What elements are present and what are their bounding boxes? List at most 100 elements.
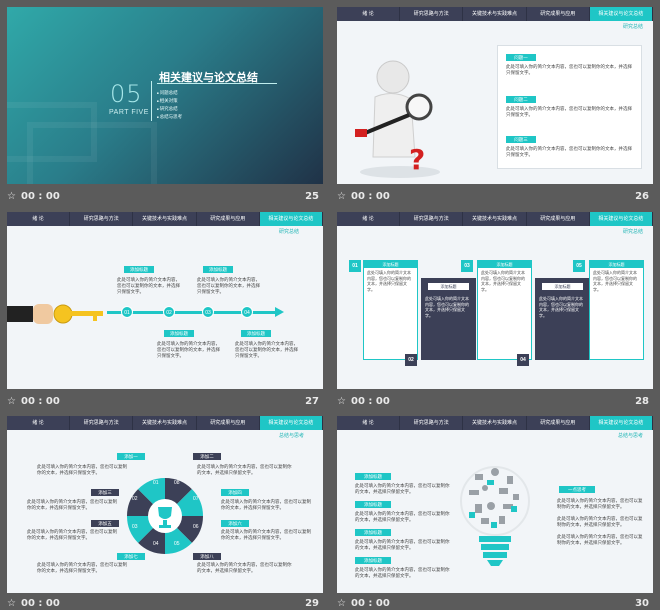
slide-footer-29: ☆ 00 : 00 29 [7, 598, 323, 610]
card-caption: 添加标题 [590, 261, 643, 268]
point-tag: 添加七 [117, 553, 145, 560]
timeline-line [107, 311, 277, 314]
slide-26[interactable]: 绪 论 研究思路与方法 关键技术与实践难点 研究成果与应用 相关建议与论文总结 … [337, 7, 653, 184]
point-text: 此处可填入你的简介文本内容，您也可以复制你的文本，并选择只保留文字。 [197, 464, 292, 475]
slide-footer-30: ☆ 00 : 00 30 [337, 598, 653, 610]
step-dot: 01 [121, 306, 133, 318]
decorative-frame [7, 102, 97, 162]
decorative-frame [27, 122, 157, 184]
star-icon[interactable]: ☆ [337, 191, 346, 202]
point-text: 此处可填入你的简介文本内容，您也可以复制你的文本，并选择只保留文字。 [197, 562, 292, 573]
nav-bar: 绪 论 研究思路与方法 关键技术与实践难点 研究成果与应用 相关建议与论文总结 [7, 416, 323, 430]
slide-28[interactable]: 绪 论 研究思路与方法 关键技术与实践难点 研究成果与应用 相关建议与论文总结 … [337, 212, 653, 389]
card-text: 此处可填入你的简介文本内容，您也可以复制你的文本，并选择只保留文字。 [425, 296, 469, 318]
cover-title: 相关建议与论文总结 [159, 72, 258, 84]
slide-number: 25 [305, 191, 319, 202]
point-text: 此处可填入你的简介文本内容，您也可以复制你的文本，并选择只保留文字。 [221, 529, 311, 540]
idea-tag: 一点思考 [559, 486, 595, 493]
card-text: 此处可填入你的简介文本内容，您也可以复制你的文本，并选择只保留文字。 [539, 296, 583, 318]
star-icon[interactable]: ☆ [7, 191, 16, 202]
slide-number: 30 [635, 598, 649, 609]
timing-label: 00 : 00 [21, 396, 60, 407]
number-badge: 01 [349, 260, 361, 272]
issue-text: 此处可填入你的简介文本内容，您也可以复制你的文本，并选择只保留文字。 [506, 106, 632, 117]
tab-method: 研究思路与方法 [400, 7, 464, 21]
wheel-label: 02 [132, 496, 138, 502]
tab-intro: 绪 论 [337, 416, 401, 430]
tab-summary: 相关建议与论文总结 [259, 416, 323, 430]
content-card: 添加标题 此处可填入你的简介文本内容，您也可以复制你的文本，并选择只保留文字。 [421, 278, 476, 360]
timing-label: 00 : 00 [351, 598, 390, 609]
slide-30[interactable]: 绪 论 研究思路与方法 关键技术与实践难点 研究成果与应用 相关建议与论文总结 … [337, 416, 653, 593]
idea-text: 此处可填入你的简介文本内容，您也可以复制你的文本，并选择只保留文字。 [557, 516, 643, 527]
tab-intro: 绪 论 [7, 212, 71, 226]
number-badge: 04 [517, 354, 529, 366]
tab-results: 研究成果与应用 [197, 212, 260, 226]
idea-tag: 添加标题 [355, 473, 391, 480]
tab-summary: 相关建议与论文总结 [259, 212, 323, 226]
content-card: 添加标题 此处可填入你的简介文本内容，您也可以复制你的文本，并选择只保留文字。 [535, 278, 590, 360]
step-text: 此处可填入你的简介文本内容，您也可以复制你的文本，并选择只保留文字。 [117, 277, 180, 294]
wheel-label: 01 [153, 480, 159, 486]
point-text: 此处可填入你的简介文本内容，您也可以复制你的文本，并选择只保留文字。 [37, 464, 127, 475]
timing-label: 00 : 00 [351, 191, 390, 202]
tab-tech: 关键技术与实践难点 [463, 416, 527, 430]
card-caption: 添加标题 [364, 261, 417, 268]
magnifier-figure-illustration: ? [355, 60, 440, 178]
slide-footer-25: ☆ 00 : 00 25 [7, 190, 323, 206]
timing-label: 00 : 00 [21, 191, 60, 202]
card-text: 此处可填入你的简介文本内容，您也可以复制你的文本，并选择只保留文字。 [593, 270, 637, 292]
step-dot: 04 [241, 306, 253, 318]
step-tag: 添加标题 [164, 330, 194, 337]
timing-label: 00 : 00 [351, 396, 390, 407]
step-dot: 02 [163, 306, 175, 318]
section-subtitle: 总结与思考 [279, 433, 305, 439]
section-subtitle: 总结与思考 [617, 433, 643, 439]
star-icon[interactable]: ☆ [337, 396, 346, 407]
wheel-label: 04 [153, 541, 159, 547]
tab-results: 研究成果与应用 [527, 416, 590, 430]
step-text: 此处可填入你的简介文本内容，您也可以复制你的文本，并选择只保留文字。 [157, 341, 220, 358]
tab-method: 研究思路与方法 [400, 212, 464, 226]
star-icon[interactable]: ☆ [337, 598, 346, 609]
slide-number: 29 [305, 598, 319, 609]
segment-wheel [126, 477, 204, 555]
wheel-label: 06 [193, 524, 199, 530]
point-tag: 添加六 [221, 520, 249, 527]
list-item: 研究总结 [157, 105, 182, 113]
slide-number: 26 [635, 191, 649, 202]
list-item: 相关对策 [157, 97, 182, 105]
step-text: 此处可填入你的简介文本内容，您也可以复制你的文本，并选择只保留文字。 [235, 341, 298, 358]
issue-text: 此处可填入你的简介文本内容，您也可以复制你的文本，并选择只保留文字。 [506, 146, 632, 157]
issue-tag: 问题二 [506, 96, 536, 103]
nav-bar: 绪 论 研究思路与方法 关键技术与实践难点 研究成果与应用 相关建议与论文总结 [337, 212, 653, 226]
slide-25[interactable]: 相关建议与论文总结 05 PART FIVE 问题总结 相关对策 研究总结 总结… [7, 7, 323, 184]
content-panel: 问题一 此处可填入你的简介文本内容，您也可以复制你的文本，并选择只保留文字。 问… [497, 45, 642, 169]
idea-text: 此处可填入你的简介文本内容，您也可以复制你的文本，并选择只保留文字。 [355, 483, 450, 494]
tab-results: 研究成果与应用 [527, 212, 590, 226]
point-tag: 添加二 [193, 453, 221, 460]
slide-number: 27 [305, 396, 319, 407]
list-item: 问题总结 [157, 89, 182, 97]
number-badge: 03 [461, 260, 473, 272]
key-hand-illustration [7, 304, 103, 324]
step-tag: 添加标题 [124, 266, 154, 273]
point-tag: 添加五 [91, 520, 119, 527]
point-tag: 添加一 [117, 453, 145, 460]
point-tag: 添加三 [91, 489, 119, 496]
step-dot: 03 [202, 306, 214, 318]
card-caption: 添加标题 [478, 261, 531, 268]
divider [157, 83, 277, 84]
slide-27[interactable]: 绪 论 研究思路与方法 关键技术与实践难点 研究成果与应用 相关建议与论文总结 … [7, 212, 323, 389]
tab-method: 研究思路与方法 [400, 416, 464, 430]
slide-29[interactable]: 绪 论 研究思路与方法 关键技术与实践难点 研究成果与应用 相关建议与论文总结 … [7, 416, 323, 593]
slide-footer-26: ☆ 00 : 00 26 [337, 190, 653, 206]
tab-method: 研究思路与方法 [70, 416, 134, 430]
svg-text:?: ? [409, 143, 425, 176]
timing-label: 00 : 00 [21, 598, 60, 609]
wheel-label: 05 [174, 541, 180, 547]
star-icon[interactable]: ☆ [7, 396, 16, 407]
point-text: 此处可填入你的简介文本内容，您也可以复制你的文本，并选择只保留文字。 [27, 529, 117, 540]
divider [151, 81, 152, 121]
star-icon[interactable]: ☆ [7, 598, 16, 609]
